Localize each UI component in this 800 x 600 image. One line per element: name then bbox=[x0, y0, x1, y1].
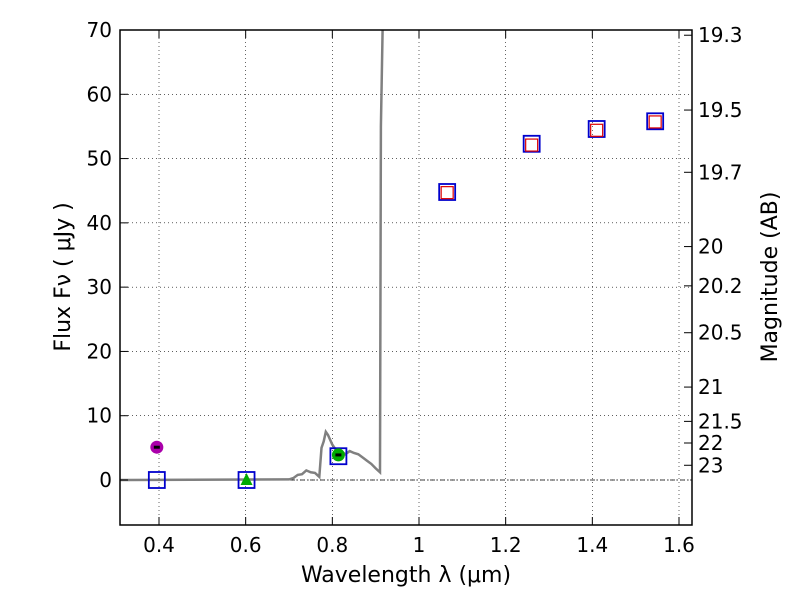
x-axis-label: Wavelength λ (μm) bbox=[301, 563, 511, 588]
observed-photometry-point bbox=[648, 115, 662, 129]
limit-point bbox=[240, 473, 253, 485]
model-photometry-point bbox=[237, 471, 256, 489]
observed-photometry-point bbox=[590, 123, 604, 137]
x-tick-label: 0.8 bbox=[316, 533, 348, 557]
mag-tick-label: 19.3 bbox=[698, 23, 743, 47]
x-tick-label: 1.6 bbox=[663, 533, 695, 557]
plot-layer bbox=[120, 30, 665, 489]
mag-tick-label: 20.2 bbox=[698, 274, 743, 298]
x-tick-label: 1 bbox=[413, 533, 426, 557]
y2-axis-label: Magnitude (AB) bbox=[758, 192, 783, 363]
mag-tick-label: 19.7 bbox=[698, 160, 743, 184]
y-tick-label: 10 bbox=[87, 404, 112, 428]
tick-layer: 0.4 0.6 0.8 1 1.2 1.4 1.6 0 10 20 30 40 50 60 70 19.3 19… bbox=[87, 18, 743, 557]
grid-layer bbox=[120, 29, 692, 525]
model-photometry-point bbox=[646, 112, 665, 131]
y-tick-label: 0 bbox=[99, 468, 112, 492]
mag-tick-label: 22 bbox=[698, 431, 723, 455]
model-photometry-point bbox=[587, 120, 606, 138]
mag-tick-label: 19.5 bbox=[698, 98, 743, 122]
observed-photometry-point bbox=[525, 138, 539, 152]
model-photometry-point bbox=[147, 471, 166, 489]
mag-tick-label: 20.5 bbox=[698, 321, 743, 345]
model-photometry-point bbox=[438, 183, 457, 201]
y-tick-label: 50 bbox=[87, 147, 112, 171]
mag-tick-label: 21.5 bbox=[698, 409, 743, 433]
y-tick-label: 20 bbox=[87, 339, 112, 363]
y-axis-label: Flux Fν ( μJy ) bbox=[51, 202, 76, 351]
x-tick-label: 1.4 bbox=[576, 533, 608, 557]
x-tick-label: 0.4 bbox=[143, 533, 175, 557]
plot-area bbox=[120, 30, 384, 482]
x-tick-label: 1.2 bbox=[490, 533, 522, 557]
model-sed-line bbox=[120, 30, 384, 482]
y-tick-label: 40 bbox=[87, 211, 112, 235]
model-photometry-point bbox=[522, 134, 541, 153]
plot-frame bbox=[119, 29, 693, 526]
mag-tick-label: 23 bbox=[698, 453, 723, 477]
mag-tick-label: 21 bbox=[698, 375, 723, 399]
model-photometry-point bbox=[329, 447, 348, 466]
mag-tick-label: 20 bbox=[698, 235, 723, 259]
y-tick-label: 60 bbox=[87, 82, 112, 106]
observed-photometry-point bbox=[440, 186, 454, 200]
y-tick-label: 30 bbox=[87, 275, 112, 299]
x-tick-label: 0.6 bbox=[230, 533, 262, 557]
y-tick-label: 70 bbox=[87, 18, 112, 42]
